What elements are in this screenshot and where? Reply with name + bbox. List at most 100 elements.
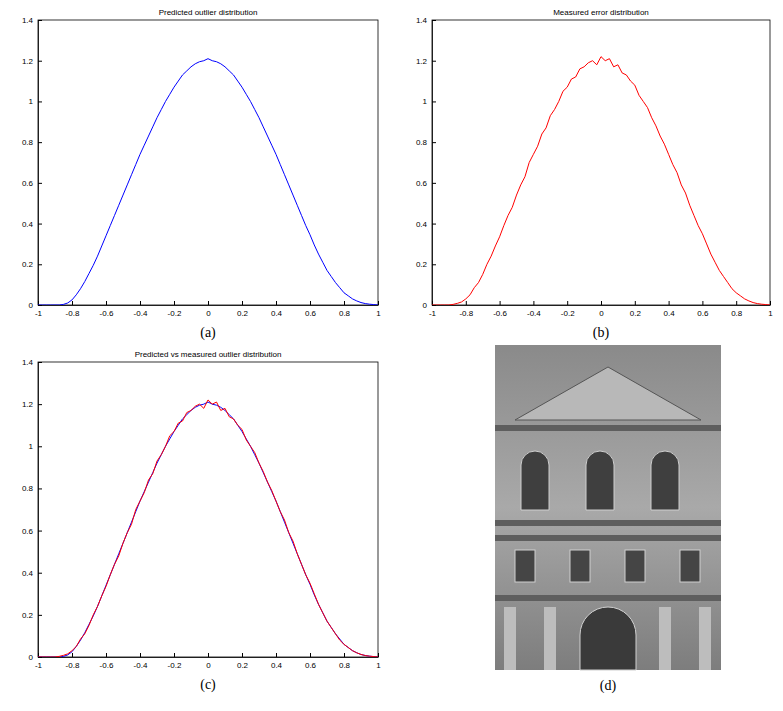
tick-label: 1.4 [22, 16, 34, 25]
tick-mark [276, 653, 277, 657]
tick-mark [533, 301, 534, 305]
tick: 0.6 [22, 179, 42, 188]
tick-mark [38, 615, 42, 616]
series-line [38, 59, 378, 305]
tick: 1.2 [22, 400, 42, 409]
tick-label: 1 [376, 661, 381, 670]
tick-label: 0 [29, 301, 34, 310]
tick-mark [432, 61, 436, 62]
tick-label: 1 [376, 309, 381, 318]
tick-label: 0.6 [305, 309, 317, 318]
tick: 1.4 [22, 358, 42, 367]
tick: 0 [29, 653, 42, 662]
y-axis: 00.20.40.60.811.21.4 [22, 358, 42, 662]
y-axis: 00.20.40.60.811.21.4 [22, 16, 42, 310]
series-line [432, 57, 770, 305]
axis-line [39, 657, 379, 658]
panel-caption: (c) [200, 677, 216, 693]
tick: 0.4 [22, 220, 42, 229]
tick-mark [276, 301, 277, 305]
tick-label: 0.8 [339, 309, 351, 318]
tick: 1 [29, 97, 42, 106]
tick-mark [38, 142, 42, 143]
tick: 0.8 [22, 484, 42, 493]
y-axis: 00.20.40.60.811.21.4 [416, 16, 436, 310]
tick-label: 1.4 [416, 16, 428, 25]
tick-mark [72, 301, 73, 305]
tick-label: 0.4 [416, 220, 428, 229]
photo-column [699, 607, 711, 670]
tick: 0.4 [22, 569, 42, 578]
series-line [38, 402, 378, 657]
tick: 0.2 [416, 260, 436, 269]
tick-mark [38, 573, 42, 574]
tick-mark [378, 301, 379, 305]
tick-mark [635, 301, 636, 305]
axis-line [39, 305, 379, 306]
tick-label: 0.6 [416, 179, 428, 188]
tick: 0.4 [271, 301, 283, 318]
axis-line [38, 21, 39, 306]
tick: 1.4 [22, 16, 42, 25]
chart-title: Predicted vs measured outlier distributi… [135, 350, 282, 359]
tick-label: -1 [35, 661, 43, 670]
tick-label: 0.2 [237, 309, 249, 318]
photo-window [521, 451, 549, 510]
x-axis: -1-0.8-0.6-0.4-0.200.20.40.60.81 [429, 301, 773, 318]
tick-label: 1.4 [22, 358, 34, 367]
tick-mark [38, 362, 42, 363]
tick: 1.4 [416, 16, 436, 25]
tick: 0.2 [237, 301, 249, 318]
tick-label: -1 [429, 309, 437, 318]
tick-mark [174, 301, 175, 305]
tick-label: 0.4 [271, 661, 283, 670]
x-axis: -1-0.8-0.6-0.4-0.200.20.40.60.81 [35, 653, 381, 670]
tick-mark [38, 183, 42, 184]
tick-label: 0.8 [22, 484, 34, 493]
tick: 1 [423, 97, 436, 106]
tick-mark [106, 653, 107, 657]
photo-arch [580, 607, 636, 670]
tick-mark [106, 301, 107, 305]
tick-mark [378, 653, 379, 657]
tick: -0.8 [66, 653, 80, 670]
tick-mark [242, 653, 243, 657]
tick-mark [174, 653, 175, 657]
photo-column [544, 607, 556, 670]
photo-window [586, 451, 614, 510]
tick: 0.6 [305, 653, 317, 670]
panel: -1-0.8-0.6-0.4-0.200.20.40.60.8100.20.40… [22, 350, 381, 693]
photo-pediment [515, 367, 701, 420]
tick-mark [38, 488, 42, 489]
tick: 0.8 [22, 138, 42, 147]
tick: -0.6 [100, 301, 114, 318]
tick-mark [432, 305, 436, 306]
tick-mark [310, 653, 311, 657]
tick-label: -0.8 [66, 661, 80, 670]
tick-mark [38, 404, 42, 405]
tick: 0.8 [339, 301, 351, 318]
tick-label: -0.4 [134, 309, 148, 318]
tick: 0.6 [305, 301, 317, 318]
plot-frame [38, 362, 378, 657]
tick: 0.8 [731, 301, 743, 318]
tick-mark [140, 301, 141, 305]
tick-label: 1.2 [22, 400, 34, 409]
tick: 0.4 [664, 301, 676, 318]
tick-label: 1.2 [416, 57, 428, 66]
tick-label: 0 [29, 653, 34, 662]
tick: 0.8 [339, 653, 351, 670]
tick-mark [38, 657, 42, 658]
tick-label: 0.6 [697, 309, 709, 318]
tick: 0.2 [22, 611, 42, 620]
tick-mark [140, 653, 141, 657]
tick: 1.2 [22, 57, 42, 66]
tick-mark [208, 653, 209, 657]
tick-mark [702, 301, 703, 305]
tick-label: 1 [29, 442, 34, 451]
photo-window [515, 550, 535, 582]
photo-window [680, 550, 700, 582]
tick-mark [310, 301, 311, 305]
tick-mark [432, 20, 436, 21]
tick: 0.8 [416, 138, 436, 147]
